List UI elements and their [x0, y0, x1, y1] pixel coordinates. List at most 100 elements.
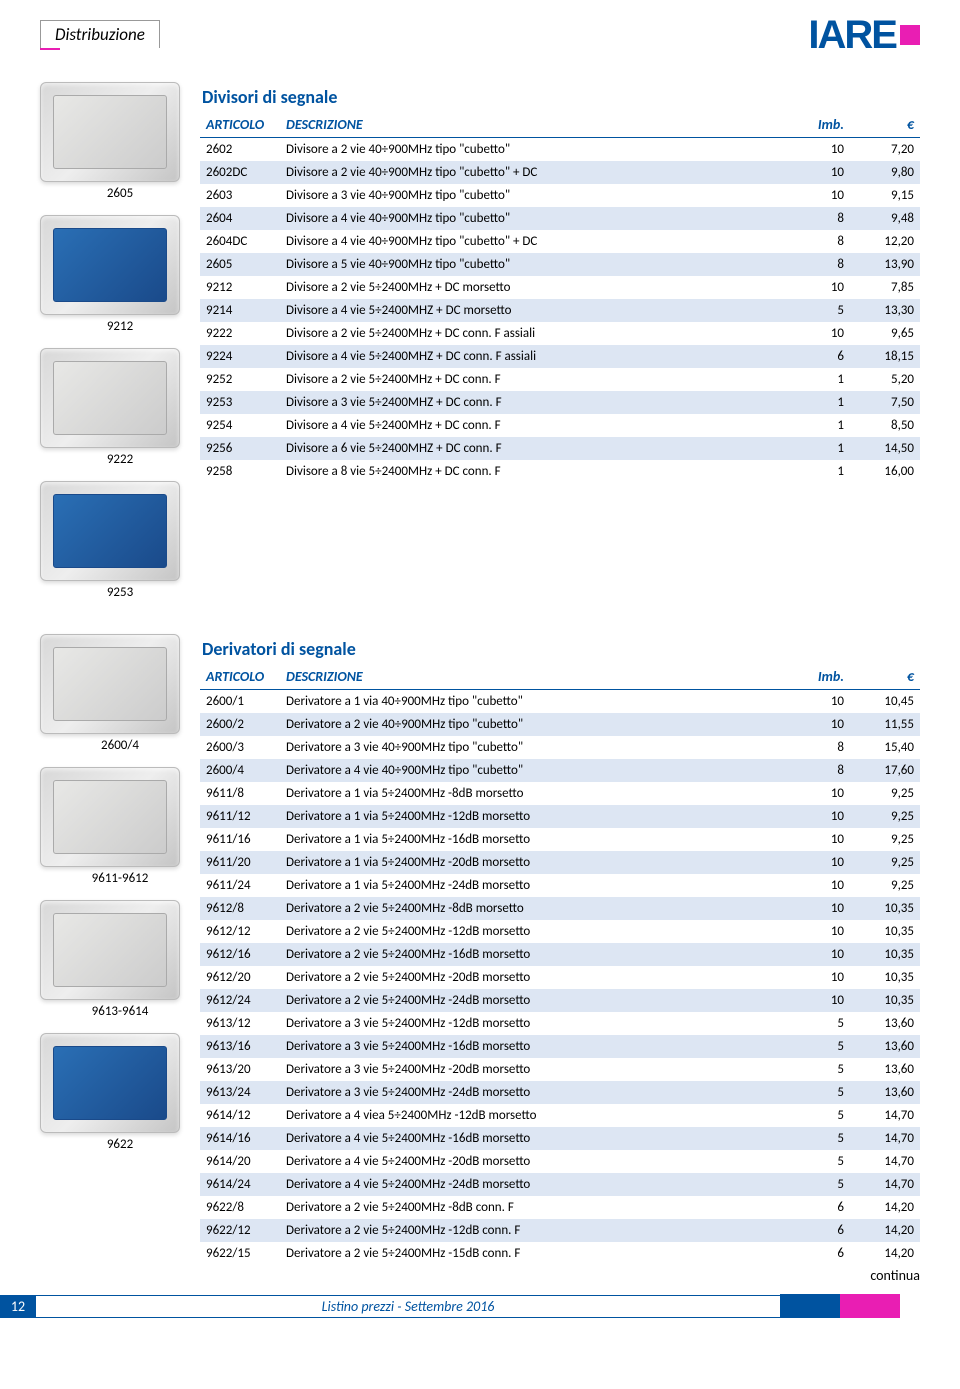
cell-imb: 10: [790, 322, 850, 345]
cell-eur: 5,20: [850, 368, 920, 391]
cell-art: 9224: [200, 345, 280, 368]
cell-imb: 1: [790, 414, 850, 437]
cell-imb: 10: [790, 713, 850, 736]
cell-eur: 9,25: [850, 828, 920, 851]
page-footer: 12 Listino prezzi - Settembre 2016: [0, 1294, 960, 1318]
cell-art: 9256: [200, 437, 280, 460]
cell-imb: 10: [790, 851, 850, 874]
th-desc: DESCRIZIONE: [280, 664, 790, 690]
table-row: 2600/1Derivatore a 1 via 40÷900MHz tipo …: [200, 690, 920, 714]
cell-desc: Derivatore a 3 vie 5÷2400MHz -12dB morse…: [280, 1012, 790, 1035]
cell-art: 9212: [200, 276, 280, 299]
section-derivatori: 2600/49611-96129613-96149622 Derivatori …: [0, 614, 960, 1265]
table-row: 2605Divisore a 5 vie 40÷900MHz tipo "cub…: [200, 253, 920, 276]
table-row: 9612/16Derivatore a 2 vie 5÷2400MHz -16d…: [200, 943, 920, 966]
table-row: 9612/20Derivatore a 2 vie 5÷2400MHz -20d…: [200, 966, 920, 989]
cell-imb: 1: [790, 391, 850, 414]
table-divisori: ARTICOLO DESCRIZIONE Imb. € 2602Divisore…: [200, 112, 920, 483]
cell-art: 9612/20: [200, 966, 280, 989]
cell-desc: Divisore a 8 vie 5÷2400MHz + DC conn. F: [280, 460, 790, 483]
product-image: [40, 767, 180, 867]
cell-eur: 10,35: [850, 920, 920, 943]
cell-imb: 1: [790, 368, 850, 391]
cell-art: 9611/16: [200, 828, 280, 851]
cell-desc: Derivatore a 4 viea 5÷2400MHz -12dB mors…: [280, 1104, 790, 1127]
table-row: 9613/24Derivatore a 3 vie 5÷2400MHz -24d…: [200, 1081, 920, 1104]
cell-art: 2600/1: [200, 690, 280, 714]
left-images-2: 2600/49611-96129613-96149622: [40, 634, 200, 1265]
cell-desc: Divisore a 4 vie 5÷2400MHz + DC conn. F: [280, 414, 790, 437]
cell-art: 2600/4: [200, 759, 280, 782]
product-image-label: 9253: [40, 585, 200, 600]
table-row: 9613/16Derivatore a 3 vie 5÷2400MHz -16d…: [200, 1035, 920, 1058]
cell-art: 9222: [200, 322, 280, 345]
product-image: [40, 1033, 180, 1133]
cell-art: 9614/24: [200, 1173, 280, 1196]
cell-art: 9252: [200, 368, 280, 391]
footer-title: Listino prezzi - Settembre 2016: [36, 1295, 780, 1318]
th-art: ARTICOLO: [200, 664, 280, 690]
product-image-label: 9611-9612: [40, 871, 200, 886]
cell-art: 9622/8: [200, 1196, 280, 1219]
product-image: [40, 82, 180, 182]
cell-desc: Divisore a 2 vie 5÷2400MHz + DC conn. F …: [280, 322, 790, 345]
cell-imb: 5: [790, 1058, 850, 1081]
cell-desc: Divisore a 4 vie 5÷2400MHZ + DC morsetto: [280, 299, 790, 322]
cell-imb: 10: [790, 920, 850, 943]
cell-desc: Divisore a 5 vie 40÷900MHz tipo "cubetto…: [280, 253, 790, 276]
table-row: 9611/20Derivatore a 1 via 5÷2400MHz -20d…: [200, 851, 920, 874]
footer-stripe: [780, 1294, 840, 1318]
cell-art: 9612/24: [200, 989, 280, 1012]
cell-desc: Derivatore a 1 via 5÷2400MHz -8dB morset…: [280, 782, 790, 805]
table-row: 9258Divisore a 8 vie 5÷2400MHz + DC conn…: [200, 460, 920, 483]
cell-art: 2605: [200, 253, 280, 276]
cell-imb: 6: [790, 1219, 850, 1242]
product-image: [40, 634, 180, 734]
left-images-1: 2605921292229253: [40, 82, 200, 614]
cell-eur: 17,60: [850, 759, 920, 782]
cell-eur: 14,70: [850, 1104, 920, 1127]
cell-imb: 5: [790, 1173, 850, 1196]
cell-desc: Derivatore a 2 vie 5÷2400MHz -20dB morse…: [280, 966, 790, 989]
cell-eur: 13,60: [850, 1012, 920, 1035]
logo-accent-square: [900, 25, 920, 45]
cell-art: 9254: [200, 414, 280, 437]
product-image: [40, 900, 180, 1000]
cell-art: 9614/16: [200, 1127, 280, 1150]
table-row: 9612/8Derivatore a 2 vie 5÷2400MHz -8dB …: [200, 897, 920, 920]
cell-imb: 6: [790, 345, 850, 368]
cell-imb: 8: [790, 253, 850, 276]
cell-art: 9611/24: [200, 874, 280, 897]
table-row: 2602Divisore a 2 vie 40÷900MHz tipo "cub…: [200, 138, 920, 162]
cell-art: 2604: [200, 207, 280, 230]
cell-desc: Derivatore a 2 vie 5÷2400MHz -8dB conn. …: [280, 1196, 790, 1219]
cell-desc: Derivatore a 2 vie 5÷2400MHz -12dB morse…: [280, 920, 790, 943]
table-row: 9614/24Derivatore a 4 vie 5÷2400MHz -24d…: [200, 1173, 920, 1196]
cell-imb: 5: [790, 1127, 850, 1150]
product-image-label: 9212: [40, 319, 200, 334]
brand-logo: IARE: [808, 13, 920, 58]
cell-imb: 10: [790, 989, 850, 1012]
cell-art: 2604DC: [200, 230, 280, 253]
page-number: 12: [0, 1295, 36, 1318]
cell-desc: Divisore a 2 vie 5÷2400MHz + DC conn. F: [280, 368, 790, 391]
tab-title: Distribuzione: [40, 20, 160, 48]
header-underline: [40, 48, 140, 50]
cell-eur: 14,20: [850, 1196, 920, 1219]
cell-imb: 5: [790, 1012, 850, 1035]
cell-desc: Derivatore a 4 vie 5÷2400MHz -24dB morse…: [280, 1173, 790, 1196]
cell-art: 9614/12: [200, 1104, 280, 1127]
cell-imb: 5: [790, 1035, 850, 1058]
cell-imb: 10: [790, 943, 850, 966]
cell-imb: 10: [790, 828, 850, 851]
cell-desc: Derivatore a 4 vie 40÷900MHz tipo "cubet…: [280, 759, 790, 782]
cell-imb: 10: [790, 184, 850, 207]
product-image: [40, 348, 180, 448]
table-row: 9611/8Derivatore a 1 via 5÷2400MHz -8dB …: [200, 782, 920, 805]
table-row: 9611/16Derivatore a 1 via 5÷2400MHz -16d…: [200, 828, 920, 851]
table-row: 9612/12Derivatore a 2 vie 5÷2400MHz -12d…: [200, 920, 920, 943]
product-image: [40, 481, 180, 581]
cell-eur: 14,20: [850, 1219, 920, 1242]
cell-imb: 6: [790, 1242, 850, 1265]
cell-eur: 13,60: [850, 1035, 920, 1058]
